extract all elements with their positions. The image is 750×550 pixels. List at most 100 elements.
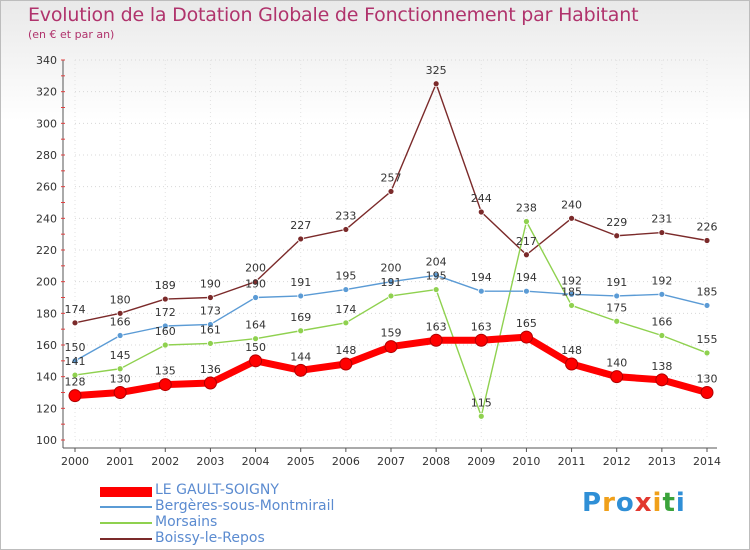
x-tick-label: 2011 bbox=[558, 455, 586, 468]
axes: 100 120 140 160 180 200 220 240 260 280 300 320 340 2… bbox=[36, 54, 721, 468]
data-point bbox=[297, 327, 305, 335]
data-label: 174 bbox=[335, 303, 356, 316]
data-label: 160 bbox=[155, 325, 176, 338]
data-point bbox=[116, 309, 124, 317]
y-tick-label: 120 bbox=[36, 402, 57, 415]
y-tick-label: 260 bbox=[36, 181, 57, 194]
y-tick-label: 280 bbox=[36, 149, 57, 162]
data-label: 165 bbox=[516, 317, 537, 330]
data-label: 173 bbox=[200, 304, 221, 317]
data-label: 144 bbox=[290, 350, 311, 363]
data-label: 194 bbox=[516, 271, 537, 284]
data-label: 130 bbox=[697, 373, 718, 386]
x-tick-label: 2012 bbox=[603, 455, 631, 468]
chart-title: Evolution de la Dotation Globale de Fonc… bbox=[28, 4, 639, 26]
data-label: 200 bbox=[381, 262, 402, 275]
data-point bbox=[432, 271, 440, 279]
data-label: 190 bbox=[200, 278, 221, 291]
data-point bbox=[342, 319, 350, 327]
data-point bbox=[297, 235, 305, 243]
data-point bbox=[568, 214, 575, 222]
data-label: 141 bbox=[65, 355, 86, 368]
data-point bbox=[342, 226, 350, 233]
data-label: 136 bbox=[200, 363, 221, 376]
data-label: 233 bbox=[335, 209, 356, 222]
data-point bbox=[71, 371, 79, 379]
data-label: 226 bbox=[697, 221, 718, 234]
data-point bbox=[161, 341, 169, 349]
data-point bbox=[610, 370, 624, 384]
data-point bbox=[613, 232, 621, 240]
data-point bbox=[703, 349, 711, 357]
data-point bbox=[477, 287, 485, 295]
y-tick-label: 180 bbox=[36, 307, 57, 320]
data-point bbox=[161, 322, 169, 330]
data-label: 190 bbox=[245, 278, 266, 291]
legend-item-morsains: Morsains bbox=[155, 514, 218, 530]
data-point bbox=[432, 286, 440, 293]
data-point bbox=[523, 218, 530, 225]
legend-item-boissy: Boissy-le-Repos bbox=[155, 530, 265, 546]
data-point bbox=[658, 229, 666, 236]
data-point bbox=[700, 386, 714, 399]
x-tick-label: 2005 bbox=[287, 455, 315, 468]
data-point bbox=[658, 290, 666, 298]
data-point bbox=[384, 340, 398, 354]
data-point bbox=[252, 278, 259, 286]
data-point bbox=[523, 287, 530, 295]
data-point bbox=[703, 302, 711, 309]
y-tick-label: 320 bbox=[36, 86, 57, 99]
data-point bbox=[71, 357, 79, 365]
x-tick-label: 2013 bbox=[648, 455, 676, 468]
series-layer bbox=[68, 80, 714, 420]
data-label: 135 bbox=[155, 365, 176, 378]
data-point bbox=[387, 292, 395, 300]
data-point bbox=[297, 292, 305, 300]
x-tick-label: 2000 bbox=[61, 455, 89, 468]
data-label: 148 bbox=[335, 344, 356, 357]
x-tick-label: 2010 bbox=[512, 455, 540, 468]
data-label: 159 bbox=[381, 327, 402, 340]
data-point bbox=[429, 333, 443, 347]
data-label: 185 bbox=[697, 285, 718, 298]
data-label: 229 bbox=[606, 216, 627, 229]
data-label: 189 bbox=[155, 279, 176, 292]
y-tick-label: 300 bbox=[36, 117, 57, 130]
data-point bbox=[387, 278, 395, 286]
data-label: 140 bbox=[606, 357, 627, 370]
data-point bbox=[203, 376, 217, 390]
data-point bbox=[207, 294, 214, 301]
data-point bbox=[116, 332, 124, 339]
data-label: 195 bbox=[426, 270, 447, 283]
data-label: 128 bbox=[65, 376, 86, 389]
data-point bbox=[658, 332, 666, 339]
chart-subtitle: (en € et par an) bbox=[28, 28, 115, 41]
data-label: 244 bbox=[471, 192, 492, 205]
data-label: 192 bbox=[651, 274, 672, 287]
data-point bbox=[113, 386, 127, 399]
data-point bbox=[474, 333, 488, 347]
data-point bbox=[68, 389, 82, 403]
y-tick-label: 100 bbox=[36, 434, 57, 447]
data-point bbox=[249, 354, 263, 368]
data-label: 231 bbox=[651, 213, 672, 226]
data-point bbox=[207, 321, 214, 328]
data-point bbox=[613, 292, 621, 300]
data-label: 148 bbox=[561, 344, 582, 357]
data-point bbox=[252, 335, 259, 343]
data-labels-layer: 174 180 189 190 200 227 233 257 325 244 217 240 229 2… bbox=[65, 64, 718, 410]
legend-swatch-gault-soigny bbox=[100, 487, 152, 497]
x-tick-label: 2003 bbox=[196, 455, 224, 468]
data-label: 130 bbox=[110, 373, 131, 386]
data-point bbox=[207, 340, 214, 347]
data-point bbox=[568, 302, 575, 309]
data-point bbox=[519, 330, 533, 344]
data-label: 191 bbox=[381, 276, 402, 289]
data-label: 161 bbox=[200, 323, 221, 336]
data-point bbox=[339, 357, 353, 371]
x-tick-label: 2008 bbox=[422, 455, 450, 468]
data-point bbox=[703, 237, 711, 244]
data-label: 217 bbox=[516, 235, 537, 248]
data-label: 138 bbox=[651, 360, 672, 373]
